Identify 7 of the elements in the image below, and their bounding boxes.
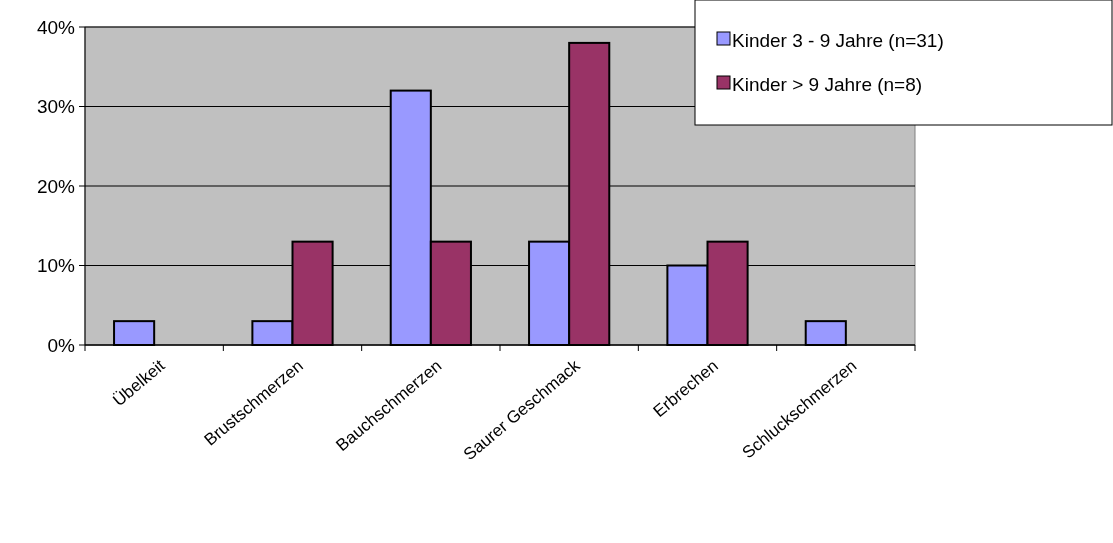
y-tick-label: 30% <box>36 96 76 118</box>
y-tick-label: 0% <box>47 334 76 356</box>
legend-label: Kinder > 9 Jahre (n=8) <box>732 73 923 95</box>
legend-label: Kinder 3 - 9 Jahre (n=31) <box>732 29 944 51</box>
y-tick-label: 20% <box>36 175 76 197</box>
y-tick-label: 40% <box>36 16 76 38</box>
y-tick-label: 10% <box>36 255 76 277</box>
